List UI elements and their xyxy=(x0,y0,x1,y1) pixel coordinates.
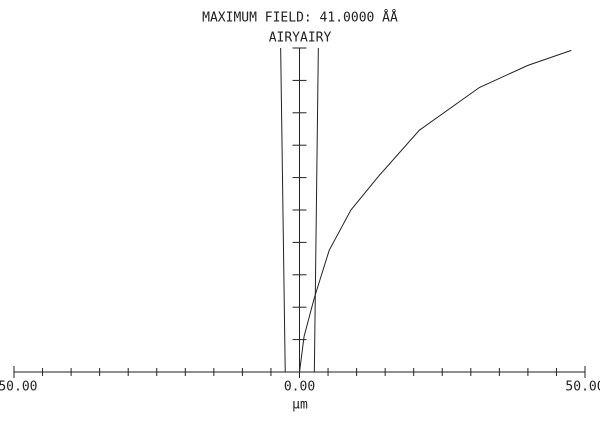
chart-title: MAXIMUM FIELD: 41.0000 ÅÅ xyxy=(202,10,398,26)
data-line xyxy=(280,47,286,373)
chart-subtitle: AIRYAIRY xyxy=(269,31,332,46)
x-axis-label: μm xyxy=(292,398,308,413)
x-tick-label: -50.00 xyxy=(0,380,37,395)
x-tick-label: 50.00 xyxy=(565,380,600,395)
data-line xyxy=(313,47,319,373)
data-line xyxy=(299,49,572,373)
x-tick-label: 0.00 xyxy=(284,380,315,395)
